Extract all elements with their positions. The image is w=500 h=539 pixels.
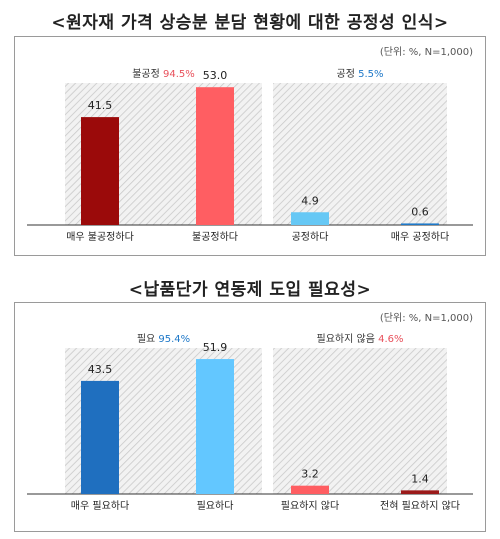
bar-1: [81, 117, 119, 225]
value-label: 0.6: [411, 205, 429, 218]
group-name: 필요: [137, 333, 159, 345]
value-label: 53.0: [203, 69, 228, 82]
unit-note: (단위: %, N=1,000): [379, 313, 473, 324]
bar-2: [196, 359, 234, 494]
group-percentage: 5.5%: [358, 69, 383, 80]
group-name: 불공정: [132, 68, 163, 80]
chart-title-necessity: <납품단가 연동제 도입 필요성>: [128, 280, 372, 300]
bar-3: [291, 212, 329, 225]
bar-1: [81, 380, 119, 494]
group-name: 필요하지 않음: [317, 332, 379, 345]
category-label: 매우 불공정하다: [66, 230, 134, 243]
category-label: 전혀 필요하지 않다: [380, 499, 460, 512]
bar-2: [196, 87, 234, 225]
group-percentage: 4.6%: [378, 334, 403, 345]
bar-3: [291, 485, 329, 494]
category-label: 불공정하다: [192, 230, 238, 243]
value-label: 4.9: [301, 194, 319, 207]
group-label: 필요 95.4%: [137, 333, 190, 345]
necessity-bar-chart: 필요 95.4% 필요하지 않음 4.6% 43.5 매우 필요하다 51.9 필요하다 3…: [27, 332, 473, 512]
category-label: 매우 공정하다: [391, 230, 449, 243]
value-label: 43.5: [88, 363, 113, 376]
group-label: 필요하지 않음 4.6%: [317, 332, 404, 345]
group-background: [273, 348, 447, 494]
category-label: 필요하다: [197, 499, 234, 512]
bar-4: [401, 490, 439, 494]
category-label: 공정하다: [292, 230, 329, 243]
chart-title-fairness: <원자재 가격 상승분 분담 현황에 대한 공정성 인식>: [51, 13, 449, 33]
value-label: 41.5: [88, 99, 113, 112]
group-label: 공정 5.5%: [337, 68, 384, 80]
fairness-bar-chart: 불공정 94.5% 공정 5.5% 41.5 매우 불공정하다 53.0 불공정하다 4.9…: [27, 68, 473, 243]
group-background: [273, 83, 447, 225]
chart-panel-fairness: (단위: %, N=1,000) 불공정 94.5% 공정 5.5% 41.5 매우 …: [14, 36, 486, 256]
unit-note: (단위: %, N=1,000): [379, 47, 473, 58]
group-percentage: 94.5%: [163, 69, 195, 80]
value-label: 51.9: [203, 341, 228, 354]
category-label: 필요하지 않다: [281, 499, 339, 512]
bar-4: [401, 223, 439, 225]
value-label: 3.2: [301, 468, 319, 481]
chart-panel-necessity: (단위: %, N=1,000) 필요 95.4% 필요하지 않음 4.6% 43.…: [14, 302, 486, 532]
value-label: 1.4: [411, 472, 429, 485]
category-label: 매우 필요하다: [71, 499, 129, 512]
group-name: 공정: [337, 68, 359, 80]
group-label: 불공정 94.5%: [132, 68, 195, 80]
group-percentage: 95.4%: [158, 334, 190, 345]
